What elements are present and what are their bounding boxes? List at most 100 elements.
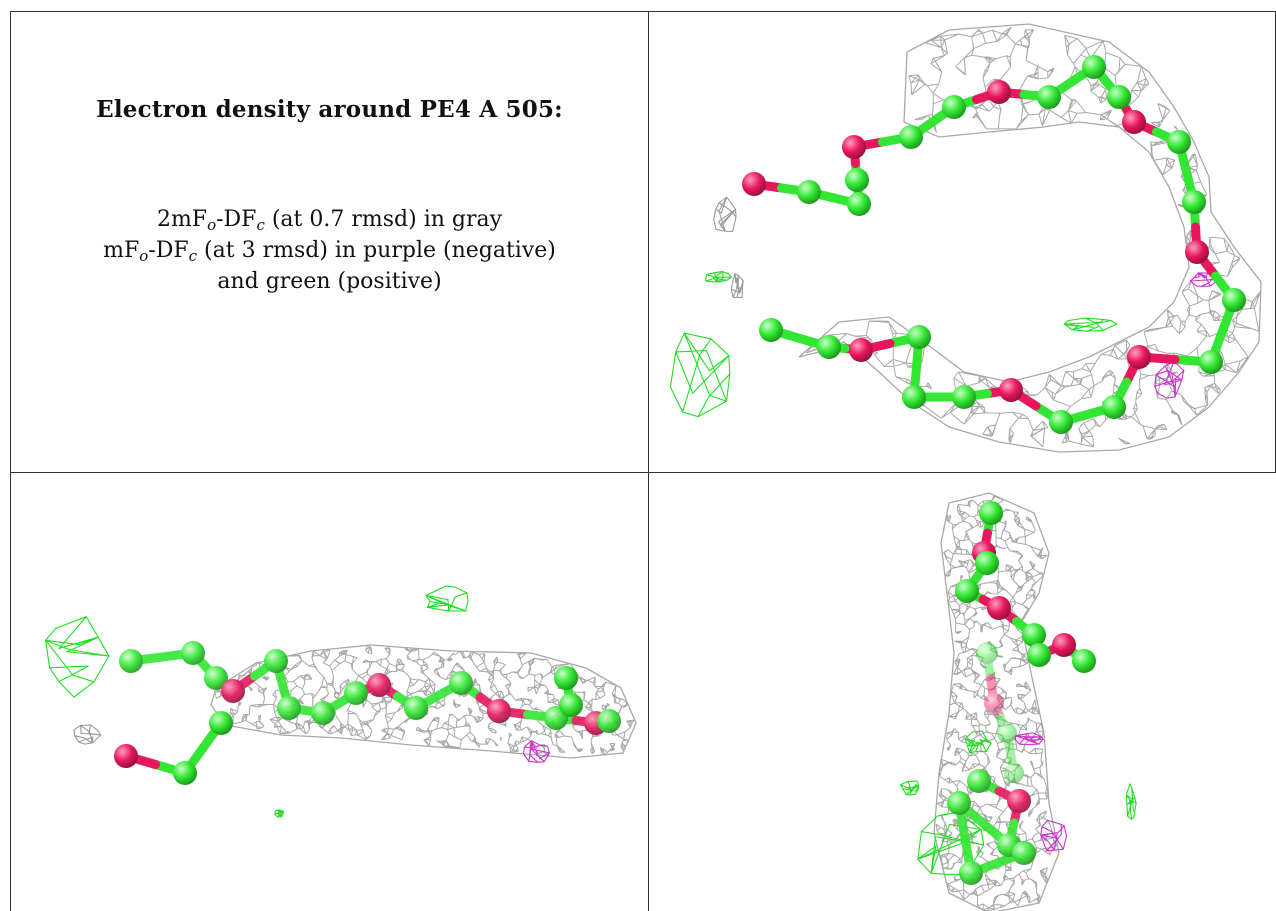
legend-text: 2mFo-DFc (at 0.7 rmsd) in gray mFo-DFc (… bbox=[11, 204, 648, 297]
oxygen-atom bbox=[842, 135, 866, 159]
carbon-atom bbox=[967, 769, 991, 793]
oxygen-atom bbox=[367, 673, 391, 697]
density-view-end-canvas bbox=[899, 492, 1137, 911]
carbon-atom bbox=[277, 696, 301, 720]
carbon-atom bbox=[554, 666, 578, 690]
positive-density-blob bbox=[899, 780, 920, 796]
negative-density-blob bbox=[1040, 819, 1068, 852]
legend-line-2mfo: 2mFo-DFc (at 0.7 rmsd) in gray bbox=[11, 204, 648, 235]
legend-line2-b: -DF bbox=[148, 238, 189, 263]
carbon-atom bbox=[847, 192, 871, 216]
carbon-atom bbox=[955, 579, 979, 603]
oxygen-atom bbox=[987, 596, 1011, 620]
oxygen-atom bbox=[1052, 633, 1076, 657]
pe4-molecule-end-bottom bbox=[947, 769, 1036, 885]
carbon-atom bbox=[1167, 130, 1191, 154]
carbon-atom bbox=[1222, 288, 1246, 312]
negative-density-blob bbox=[522, 740, 551, 763]
carbon-atom bbox=[311, 701, 335, 725]
carbon-atom bbox=[204, 666, 228, 690]
grid-horizontal-divider bbox=[10, 472, 1276, 473]
carbon-atom bbox=[975, 551, 999, 575]
legend-line1-rest: (at 0.7 rmsd) in gray bbox=[264, 207, 503, 232]
oxygen-atom bbox=[1185, 240, 1209, 264]
density-view-top bbox=[649, 12, 1275, 472]
oxygen-atom bbox=[984, 693, 1004, 713]
carbon-atom bbox=[1027, 643, 1051, 667]
carbon-atom bbox=[907, 325, 931, 349]
figure-title: Electron density around PE4 A 505: bbox=[96, 96, 563, 123]
pe4-molecule-top bbox=[742, 55, 1246, 434]
carbon-atom bbox=[797, 180, 821, 204]
positive-density-blob bbox=[669, 332, 731, 418]
oxygen-atom bbox=[849, 338, 873, 362]
negative-density-blob bbox=[1154, 360, 1185, 399]
pe4-molecule-end-top bbox=[955, 501, 1096, 673]
carbon-atom bbox=[209, 711, 233, 735]
carbon-atom bbox=[344, 681, 368, 705]
carbon-atom bbox=[1037, 85, 1061, 109]
positive-density-blob bbox=[917, 811, 985, 875]
carbon-atom bbox=[979, 501, 1003, 525]
positive-density-blob bbox=[1125, 782, 1137, 820]
positive-density-blob bbox=[1063, 317, 1118, 332]
density-view-side-canvas bbox=[45, 585, 637, 818]
carbon-atom bbox=[1022, 623, 1046, 647]
carbon-atom bbox=[1004, 763, 1024, 783]
carbon-atom bbox=[845, 168, 869, 192]
legend-line-positive: and green (positive) bbox=[217, 269, 442, 294]
negative-density-blob bbox=[1189, 272, 1220, 287]
pe4-molecule-side-branch bbox=[554, 666, 583, 717]
carbon-atom bbox=[1012, 841, 1036, 865]
carbon-atom bbox=[899, 125, 923, 149]
legend-line2-a: mF bbox=[103, 238, 140, 263]
carbon-atom bbox=[559, 693, 583, 717]
carbon-atom bbox=[264, 649, 288, 673]
density-view-top-canvas bbox=[669, 23, 1262, 453]
oxygen-atom bbox=[1127, 345, 1151, 369]
figure-grid: Electron density around PE4 A 505: 2mFo-… bbox=[10, 11, 1276, 911]
positive-density-blob bbox=[964, 730, 992, 754]
grid-top-border bbox=[10, 11, 1276, 12]
carbon-atom bbox=[997, 723, 1017, 743]
carbon-atom bbox=[952, 385, 976, 409]
oxygen-atom bbox=[1007, 789, 1031, 813]
carbon-atom bbox=[1182, 190, 1206, 214]
negative-density-blob bbox=[1014, 732, 1044, 746]
oxygen-atom bbox=[221, 679, 245, 703]
oxygen-atom bbox=[999, 378, 1023, 402]
gray-density-mesh bbox=[210, 644, 637, 759]
carbon-atom bbox=[759, 318, 783, 342]
legend-line1-a: 2mF bbox=[156, 207, 208, 232]
oxygen-atom bbox=[114, 744, 138, 768]
carbon-atom bbox=[817, 335, 841, 359]
positive-density-blob bbox=[274, 809, 284, 818]
caption-panel: Electron density around PE4 A 505: 2mFo-… bbox=[11, 12, 648, 472]
pe4-molecule-end-middle bbox=[976, 642, 1024, 783]
carbon-atom bbox=[942, 95, 966, 119]
gray-density-blob bbox=[730, 273, 744, 299]
carbon-atom bbox=[1102, 395, 1126, 419]
density-view-side bbox=[11, 473, 648, 911]
carbon-atom bbox=[597, 709, 621, 733]
positive-density-blob bbox=[45, 615, 110, 698]
oxygen-atom bbox=[1122, 110, 1146, 134]
oxygen-atom bbox=[487, 699, 511, 723]
grid-left-border bbox=[10, 11, 11, 911]
carbon-atom bbox=[181, 641, 205, 665]
gray-density-blob bbox=[73, 724, 102, 745]
positive-density-blob bbox=[704, 271, 733, 283]
legend-line1-b: -DF bbox=[216, 207, 257, 232]
oxygen-atom bbox=[987, 80, 1011, 104]
legend-line-mfo: mFo-DFc (at 3 rmsd) in purple (negative) bbox=[11, 235, 648, 266]
legend-line1-a-sub: o bbox=[207, 216, 217, 234]
carbon-atom bbox=[959, 861, 983, 885]
carbon-atom bbox=[1049, 410, 1073, 434]
carbon-atom bbox=[976, 642, 998, 664]
carbon-atom bbox=[1082, 55, 1106, 79]
carbon-atom bbox=[1107, 85, 1131, 109]
carbon-atom bbox=[119, 649, 143, 673]
legend-line2-a-sub: o bbox=[139, 247, 149, 265]
positive-density-blob bbox=[425, 585, 469, 612]
carbon-atom bbox=[1072, 649, 1096, 673]
